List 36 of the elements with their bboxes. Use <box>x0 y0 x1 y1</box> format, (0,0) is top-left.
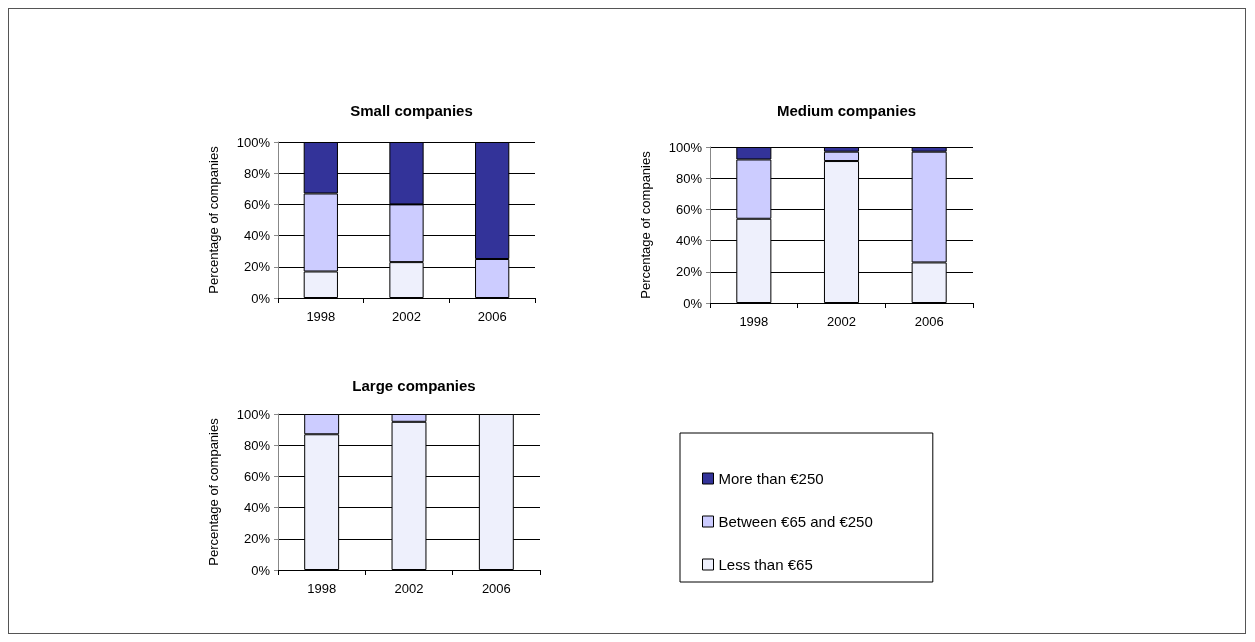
x-tick-label: 2002 <box>827 314 856 329</box>
x-tick-label: 2006 <box>477 309 507 324</box>
chart-title: Medium companies <box>776 102 917 119</box>
x-tick-label: 2002 <box>392 309 421 324</box>
x-tick-label: 1998 <box>306 309 336 324</box>
x-tick-label: 2006 <box>481 581 511 596</box>
legend-label: Less than €65 <box>718 556 813 573</box>
y-tick-label: 80% <box>675 170 703 186</box>
chart-title: Small companies <box>350 102 473 119</box>
y-tick-label: 20% <box>243 259 271 275</box>
y-tick-label: 40% <box>243 228 271 244</box>
y-axis-title: Percentage of companies <box>638 150 653 299</box>
y-axis-title: Percentage of companies <box>206 417 221 566</box>
y-tick-label: 0% <box>251 562 271 578</box>
legend-label: Between €65 and €250 <box>718 513 873 530</box>
y-tick-label: 100% <box>236 134 271 150</box>
x-tick-label: 1998 <box>739 314 769 329</box>
x-tick-label: 1998 <box>307 581 337 596</box>
y-tick-label: 40% <box>675 233 703 249</box>
y-tick-label: 80% <box>243 165 271 181</box>
x-tick-label: 2006 <box>914 314 944 329</box>
y-tick-label: 60% <box>243 196 271 212</box>
y-tick-label: 0% <box>683 295 703 311</box>
y-tick-label: 20% <box>243 531 271 547</box>
y-tick-label: 60% <box>675 201 703 217</box>
y-axis-title: Percentage of companies <box>206 145 221 294</box>
y-tick-label: 100% <box>668 139 703 155</box>
y-tick-label: 0% <box>251 290 271 306</box>
x-tick-label: 2002 <box>394 581 424 596</box>
legend-label: More than €250 <box>718 470 824 487</box>
chart-title: Large companies <box>352 377 476 394</box>
y-tick-label: 100% <box>236 406 271 422</box>
y-tick-label: 40% <box>243 500 271 516</box>
y-tick-label: 60% <box>243 468 271 484</box>
y-tick-label: 20% <box>675 264 703 280</box>
y-tick-label: 80% <box>243 437 271 453</box>
